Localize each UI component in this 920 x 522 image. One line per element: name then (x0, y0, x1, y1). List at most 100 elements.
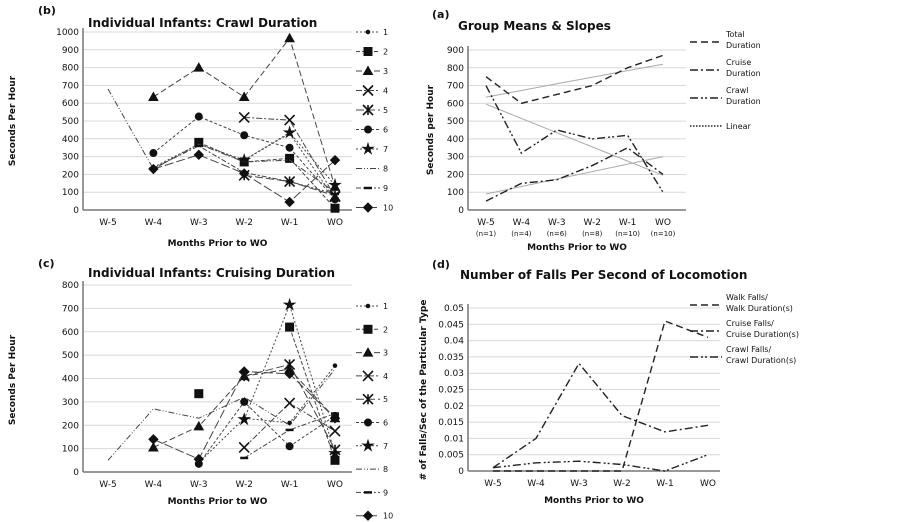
legend-marker-square (363, 47, 373, 56)
data-point-x (329, 425, 341, 437)
series-b-2 (194, 137, 340, 213)
x-tick-label: W-2 (583, 218, 601, 228)
data-point-circle (285, 143, 294, 152)
panel-b: (b) Individual Infants: Crawl Duration 0 10… (8, 4, 393, 249)
legend-marker-circle (364, 418, 372, 427)
series-b-6 (149, 112, 339, 204)
series-line (107, 368, 336, 461)
data-point-x (284, 114, 296, 126)
y-tick-label: 0.045 (438, 320, 464, 330)
series-line (492, 362, 709, 469)
x-tick-label: W-1 (281, 480, 299, 490)
panel-c: (c) Individual Infants: Cruising Duration… (8, 257, 393, 521)
data-point-circle (285, 442, 294, 451)
y-axis-title: Seconds Per Hour (8, 334, 18, 425)
trendline-1 (485, 63, 664, 98)
data-point-diamond (148, 163, 159, 175)
x-tick-label: W-2 (613, 479, 631, 489)
legend-label: Crawl Falls/ (726, 345, 771, 354)
y-tick-label: 0.01 (444, 434, 464, 444)
legend-label: 7 (383, 145, 388, 154)
series-line (243, 303, 336, 454)
y-tick-label: 0.03 (444, 369, 464, 379)
legend-label: 1 (383, 302, 388, 311)
chart-title: Individual Infants: Crawl Duration (88, 16, 317, 30)
x-axis-title: Months Prior to WO (168, 497, 268, 507)
x-tick-note: (n=4) (511, 230, 531, 238)
chart-title: Group Means & Slopes (458, 19, 611, 33)
y-tick-label: 100 (62, 188, 79, 198)
legend-label: 8 (383, 165, 388, 174)
y-tick-label: 200 (62, 421, 79, 431)
chart-title: Number of Falls Per Second of Locomotion (460, 268, 747, 282)
data-point-triangle (284, 32, 295, 43)
series-a-2 (485, 146, 664, 202)
y-tick-label: 700 (447, 82, 464, 92)
x-tick-label: W-1 (656, 479, 674, 489)
legend-marker-triangle (362, 347, 374, 357)
data-point-circle (240, 131, 249, 140)
series-line (107, 88, 336, 193)
x-tick-label: WO (327, 480, 343, 490)
data-point-x (238, 441, 250, 454)
legend-marker-dot (365, 303, 371, 309)
data-point-diamond (329, 154, 341, 166)
x-tick-label: W-1 (281, 218, 299, 228)
y-tick-label: 0.015 (438, 418, 464, 428)
series-b-7 (237, 125, 342, 191)
y-tick-label: 100 (447, 188, 464, 198)
legend-label: 4 (383, 87, 388, 96)
x-tick-note: (n=1) (476, 230, 496, 238)
series-c-7 (237, 297, 342, 460)
data-point-square (330, 203, 340, 213)
chart-title: Individual Infants: Cruising Duration (88, 266, 335, 280)
legend-label: 10 (383, 512, 393, 521)
data-point-asterisk (284, 358, 296, 371)
y-tick-label: 500 (62, 117, 79, 127)
y-tick-label: 0 (73, 206, 79, 216)
legend-marker-dot (365, 29, 371, 35)
legend-marker-diamond (362, 510, 374, 521)
y-tick-label: 900 (447, 46, 464, 56)
legend-label: Duration (726, 97, 761, 106)
y-tick-label: 800 (62, 281, 79, 291)
x-axis-title: Months Prior to WO (527, 243, 627, 253)
x-tick-label: W-4 (527, 479, 545, 489)
y-axis-title: Seconds per Hour (426, 84, 436, 175)
legend-marker-asterisk (362, 104, 374, 116)
x-tick-label: WO (327, 218, 343, 228)
series-line (198, 401, 336, 465)
legend-label: Duration (726, 41, 761, 50)
x-tick-label: W-3 (548, 218, 566, 228)
series-line (492, 454, 709, 472)
legend-marker-x (362, 370, 374, 382)
legend-label: 4 (383, 372, 388, 381)
x-tick-label: W-3 (570, 479, 588, 489)
y-tick-label: 500 (447, 117, 464, 127)
data-point-star (328, 177, 342, 191)
x-tick-label: W-4 (513, 218, 531, 228)
legend-label: 2 (383, 325, 388, 334)
data-point-circle (331, 195, 339, 204)
y-tick-label: 1000 (56, 28, 79, 38)
y-tick-label: 700 (62, 304, 79, 314)
panel-label: (d) (432, 258, 450, 271)
data-point-star (328, 446, 342, 460)
x-tick-label: W-5 (99, 218, 117, 228)
series-line (198, 141, 336, 209)
x-tick-label: W-5 (484, 479, 502, 489)
y-axis-title: # of Falls/Sec of the Particular Type (419, 300, 429, 481)
x-tick-label: WO (700, 479, 716, 489)
legend-label: 10 (383, 204, 393, 213)
y-tick-label: 0 (458, 467, 464, 477)
y-tick-label: 400 (447, 135, 464, 145)
x-tick-label: W-4 (145, 218, 163, 228)
series-line (493, 320, 709, 472)
series-line (289, 326, 336, 461)
legend-label: 3 (383, 349, 388, 358)
legend-label: Cruise Duration(s) (726, 330, 799, 339)
panel-d: (d) Number of Falls Per Second of Locomot… (419, 258, 799, 506)
data-point-triangle (148, 91, 159, 101)
y-tick-label: 0.02 (444, 402, 464, 412)
